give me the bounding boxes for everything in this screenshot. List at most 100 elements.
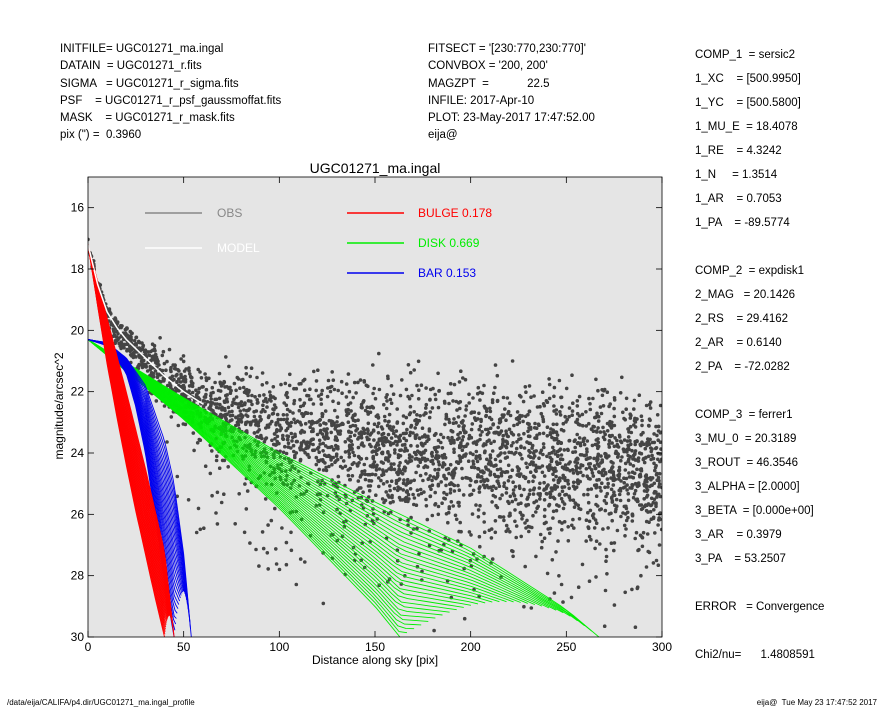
model-line — [88, 244, 204, 405]
obs-point — [560, 457, 565, 462]
obs-point — [413, 426, 418, 430]
obs-point — [419, 383, 424, 388]
obs-point — [475, 391, 480, 396]
obs-point — [644, 403, 649, 408]
obs-point — [464, 404, 469, 408]
obs-point — [604, 547, 608, 552]
obs-point — [626, 498, 631, 503]
obs-point — [393, 448, 397, 452]
bulge-series — [88, 244, 175, 637]
obs-point — [462, 424, 466, 428]
obs-point — [271, 407, 275, 411]
obs-point — [173, 386, 178, 390]
obs-point — [244, 420, 248, 425]
obs-point — [477, 534, 482, 539]
obs-point — [551, 422, 556, 427]
obs-point — [210, 493, 214, 498]
obs-point — [537, 431, 542, 436]
obs-point — [578, 423, 582, 427]
obs-point — [174, 374, 178, 378]
obs-point — [425, 465, 430, 469]
obs-point — [474, 479, 479, 484]
obs-point — [652, 481, 657, 486]
obs-point — [154, 399, 159, 403]
obs-point — [590, 443, 595, 448]
obs-point — [578, 470, 583, 475]
obs-point — [493, 385, 497, 390]
obs-point — [508, 401, 512, 406]
obs-point — [255, 434, 259, 439]
obs-point — [289, 548, 294, 553]
obs-point — [358, 378, 363, 382]
obs-point — [658, 403, 662, 408]
obs-point — [401, 481, 406, 486]
obs-point — [403, 446, 408, 450]
obs-point — [515, 410, 520, 414]
header-left: INITFILE= UGC01271_ma.ingal DATAIN = UGC0… — [60, 41, 281, 145]
obs-point — [324, 465, 328, 470]
obs-point — [376, 421, 381, 426]
obs-point — [309, 411, 314, 416]
obs-point — [551, 516, 555, 520]
obs-point — [489, 536, 494, 540]
obs-point — [303, 421, 308, 426]
obs-point — [418, 460, 423, 465]
obs-point — [436, 482, 441, 487]
obs-point — [503, 407, 507, 411]
obs-point — [388, 484, 392, 488]
obs-point — [478, 544, 482, 549]
obs-point — [458, 400, 463, 404]
obs-point — [277, 441, 281, 446]
obs-point — [398, 461, 402, 465]
obs-point — [315, 447, 320, 451]
obs-point — [450, 429, 455, 434]
obs-point — [319, 458, 323, 462]
obs-point — [545, 434, 550, 438]
obs-point — [589, 537, 593, 542]
obs-point — [446, 466, 451, 471]
obs-point — [471, 459, 475, 464]
obs-point — [586, 492, 590, 497]
obs-point — [594, 483, 599, 487]
obs-point — [585, 449, 589, 454]
obs-point — [603, 470, 608, 475]
obs-point — [625, 447, 629, 452]
obs-point — [318, 423, 323, 427]
obs-point — [428, 397, 432, 402]
obs-point — [457, 380, 462, 384]
obs-point — [524, 526, 528, 530]
obs-point — [416, 397, 421, 401]
obs-point — [264, 426, 268, 430]
obs-point — [408, 404, 413, 409]
obs-point — [652, 432, 656, 436]
obs-point — [380, 473, 384, 478]
obs-point — [387, 412, 392, 417]
obs-point — [246, 390, 250, 395]
obs-point — [517, 393, 522, 398]
obs-point — [194, 388, 198, 393]
obs-point — [631, 453, 636, 458]
obs-point — [508, 413, 513, 418]
obs-point — [430, 458, 435, 463]
obs-point — [645, 479, 649, 484]
obs-point — [289, 420, 294, 425]
obs-point — [386, 376, 390, 381]
header-entry: CONVBOX = '200, 200' — [428, 60, 548, 73]
obs-point — [559, 453, 564, 457]
obs-point — [427, 476, 431, 481]
obs-point — [421, 443, 425, 448]
obs-point — [594, 485, 598, 490]
obs-point — [597, 464, 601, 468]
obs-point — [228, 385, 232, 390]
obs-point — [132, 354, 136, 358]
obs-point — [531, 492, 536, 496]
obs-point — [402, 449, 407, 453]
chart-title: UGC01271_ma.ingal — [310, 160, 441, 176]
obs-point — [545, 454, 549, 459]
obs-point — [652, 497, 657, 502]
obs-point — [210, 385, 215, 390]
obs-point — [598, 485, 602, 490]
obs-point — [571, 484, 576, 489]
obs-point — [635, 439, 639, 443]
